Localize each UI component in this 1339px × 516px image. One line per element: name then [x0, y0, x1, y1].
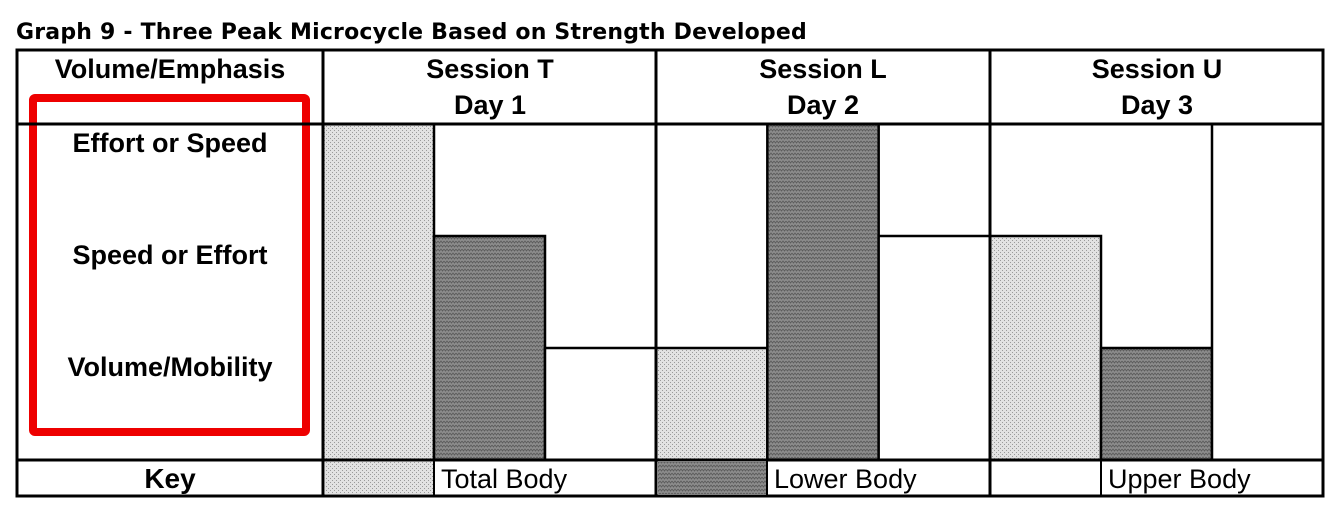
graph-title: Graph 9 - Three Peak Microcycle Based on…	[16, 20, 807, 45]
table-grid	[15, 48, 1325, 498]
session-t-day: Day 1	[454, 90, 526, 120]
session-t-name: Session T	[426, 54, 554, 84]
bar-session-1-lower-body	[432, 234, 547, 462]
bar-session-2-total-body	[654, 346, 769, 462]
bar-session-1-upper-body	[543, 346, 658, 462]
session-l-day: Day 2	[787, 90, 859, 120]
bar-session-3-upper-body	[1210, 122, 1325, 462]
level-label-speed-or-effort: Speed or Effort	[72, 240, 267, 270]
key-label-upper-body: Upper Body	[1108, 464, 1251, 494]
bar-session-2-upper-body	[877, 234, 992, 462]
key-label: Key	[144, 463, 196, 494]
bar-session-2-lower-body	[766, 122, 880, 462]
key-swatch-upper-body	[992, 462, 1100, 494]
level-labels-highlight-box	[29, 94, 310, 436]
bar-session-3-total-body	[988, 234, 1103, 462]
key-label-total-body: Total Body	[441, 464, 568, 494]
bar-session-1-total-body	[321, 122, 436, 462]
session-u-day: Day 3	[1121, 90, 1193, 120]
level-label-volume-mobility: Volume/Mobility	[67, 352, 272, 382]
key-swatch-total-body	[325, 462, 433, 494]
key-swatch-lower-body	[658, 462, 766, 494]
bar-session-3-lower-body	[1099, 346, 1214, 462]
bars-layer	[321, 122, 1325, 462]
level-label-effort-or-speed: Effort or Speed	[72, 128, 267, 158]
key-label-lower-body: Lower Body	[774, 464, 917, 494]
session-l-name: Session L	[759, 54, 887, 84]
session-u-name: Session U	[1092, 54, 1223, 84]
volume-emphasis-header: Volume/Emphasis	[55, 54, 286, 84]
